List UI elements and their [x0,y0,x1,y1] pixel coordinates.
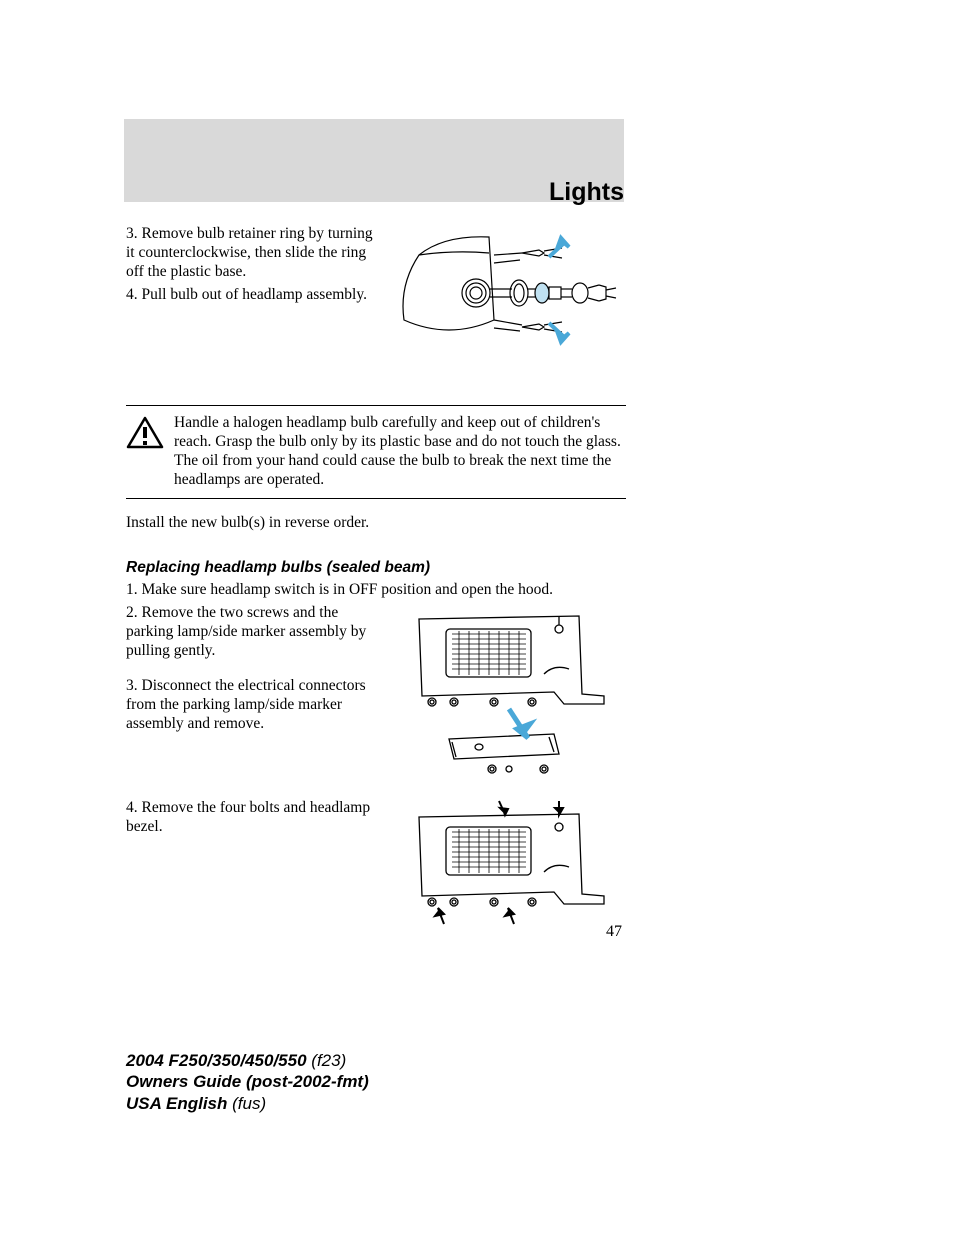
page-number: 47 [606,923,622,941]
warning-icon [126,416,164,450]
footer-code-2: (fus) [232,1094,266,1113]
warning-text: Handle a halogen headlamp bulb carefully… [174,414,626,490]
subheading-sealed-beam: Replacing headlamp bulbs (sealed beam) [126,559,626,578]
sb-step-3: 3. Disconnect the electrical connectors … [126,677,376,734]
footer-model: 2004 F250/350/450/550 [126,1051,307,1070]
headlamp-bulb-diagram [394,225,624,365]
footer-line-1: 2004 F250/350/450/550 (f23) [126,1050,369,1071]
footer-lang: USA English [126,1094,227,1113]
parking-lamp-diagram [404,604,614,779]
footer-line-3: USA English (fus) [126,1093,369,1114]
sb-step-1: 1. Make sure headlamp switch is in OFF p… [126,581,626,600]
step-3-text: 3. Remove bulb retainer ring by turning … [126,225,376,282]
section-title: Lights [549,178,624,207]
install-note: Install the new bulb(s) in reverse order… [126,514,626,533]
step-4-text: 4. Pull bulb out of headlamp assembly. [126,286,376,305]
footer-code-1: (f23) [311,1051,346,1070]
footer-block: 2004 F250/350/450/550 (f23) Owners Guide… [126,1050,369,1114]
step-3-4-block: 3. Remove bulb retainer ring by turning … [126,225,626,365]
sb-step-4: 4. Remove the four bolts and headlamp be… [126,799,376,837]
sb-step-2: 2. Remove the two screws and the parking… [126,604,376,661]
headlamp-bezel-diagram [404,799,614,929]
sb-step-2-3-block: 2. Remove the two screws and the parking… [126,604,626,779]
footer-line-2: Owners Guide (post-2002-fmt) [126,1071,369,1092]
warning-box: Handle a halogen headlamp bulb carefully… [126,405,626,499]
page-content: 3. Remove bulb retainer ring by turning … [126,225,626,929]
sb-step-4-block: 4. Remove the four bolts and headlamp be… [126,799,626,929]
